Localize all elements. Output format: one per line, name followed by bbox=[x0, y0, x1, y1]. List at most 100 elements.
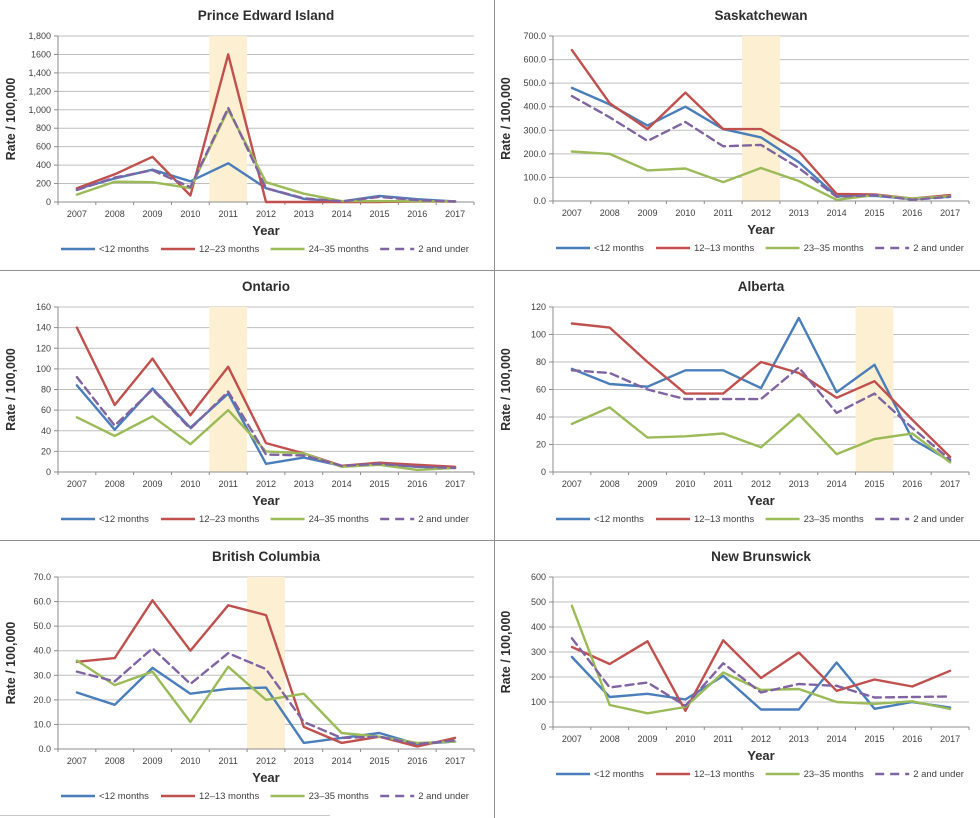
x-tick-label: 2010 bbox=[180, 756, 200, 766]
chart-panel-alberta: 0 20 40 60 80 100 120 2007 2008 2009 2010 2011 2012 2… bbox=[495, 271, 980, 541]
x-tick-label: 2010 bbox=[180, 479, 200, 489]
x-tick-label: 2008 bbox=[105, 756, 125, 766]
x-tick-label: 2007 bbox=[562, 479, 582, 489]
x-tick-label: 2010 bbox=[180, 209, 200, 219]
x-tick-label: 2007 bbox=[67, 756, 87, 766]
chart-british-columbia: 0.0 10.0 20.0 30.0 40.0 50.0 60.0 70.0 2007 2008 2… bbox=[4, 549, 475, 802]
y-tick-label: 500 bbox=[531, 597, 546, 607]
chart-prince-edward-island: 0 200 400 600 800 1,000 1,200 1,400 1600 1,800 200… bbox=[4, 8, 475, 255]
legend-label: 23–35 months bbox=[804, 243, 864, 254]
x-tick-label: 2009 bbox=[638, 208, 658, 218]
x-tick-label: 2009 bbox=[638, 734, 658, 744]
x-tick-label: 2010 bbox=[675, 734, 695, 744]
y-tick-label: 200 bbox=[531, 672, 546, 682]
highlight-band bbox=[209, 307, 248, 472]
chart-title: British Columbia bbox=[212, 549, 320, 564]
y-tick-label: 30.0 bbox=[33, 670, 51, 680]
y-tick-label: 600.0 bbox=[523, 55, 546, 65]
y-axis-label: Rate / 100,000 bbox=[4, 622, 18, 705]
x-axis-label: Year bbox=[252, 770, 279, 785]
legend-label: 2 and under bbox=[418, 791, 469, 802]
y-axis-label: Rate / 100,000 bbox=[499, 611, 513, 694]
chart-saskatchewan: 0.0 100.0 200.0 300.0 400.0 500.0 600.0 700.0 20… bbox=[499, 8, 970, 254]
x-tick-label: 2016 bbox=[902, 479, 922, 489]
legend-label: <12 months bbox=[594, 769, 644, 780]
chart-ontario: 0 20 40 60 80 100 120 140 160 2007 2008 2009 2010 201… bbox=[4, 279, 475, 525]
x-tick-label: 2013 bbox=[789, 479, 809, 489]
highlight-band bbox=[247, 577, 285, 749]
x-tick-label: 2011 bbox=[219, 479, 238, 489]
x-tick-label: 2016 bbox=[902, 208, 922, 218]
chart-title: Saskatchewan bbox=[714, 8, 807, 23]
legend-label: <12 months bbox=[99, 244, 149, 255]
y-tick-label: 200 bbox=[36, 179, 51, 189]
chart-title: Prince Edward Island bbox=[198, 8, 335, 23]
x-tick-label: 2011 bbox=[219, 756, 238, 766]
y-tick-label: 60.0 bbox=[33, 597, 51, 607]
y-tick-label: 1,800 bbox=[28, 31, 51, 41]
y-tick-label: 70.0 bbox=[33, 572, 51, 582]
y-tick-label: 200.0 bbox=[523, 149, 546, 159]
x-tick-label: 2014 bbox=[332, 209, 352, 219]
legend-label: 23–35 months bbox=[309, 791, 369, 802]
x-tick-label: 2008 bbox=[600, 208, 620, 218]
y-tick-label: 0.0 bbox=[533, 196, 546, 206]
legend-label: 12–23 months bbox=[199, 514, 259, 525]
x-tick-label: 2013 bbox=[294, 479, 314, 489]
y-tick-label: 1,000 bbox=[28, 105, 51, 115]
series-line-purple bbox=[570, 94, 952, 202]
panel-divider-row1 bbox=[0, 270, 980, 271]
chart-title: New Brunswick bbox=[711, 549, 811, 564]
chart-new-brunswick: 0 100 200 300 400 500 600 2007 2008 2009 2010 2011 2… bbox=[499, 549, 970, 780]
legend-label: 12–13 months bbox=[694, 243, 754, 254]
x-tick-label: 2008 bbox=[105, 209, 125, 219]
x-tick-label: 2007 bbox=[562, 208, 582, 218]
x-tick-label: 2015 bbox=[864, 208, 884, 218]
y-tick-label: 40.0 bbox=[33, 646, 51, 656]
series-line-purple bbox=[75, 106, 457, 203]
series-line-green bbox=[75, 659, 457, 745]
page-bottom-rule bbox=[0, 815, 330, 816]
series-line-red bbox=[570, 322, 952, 459]
y-tick-label: 120 bbox=[531, 302, 546, 312]
x-tick-label: 2009 bbox=[143, 756, 163, 766]
legend-label: <12 months bbox=[594, 243, 644, 254]
series-line-blue bbox=[75, 666, 457, 746]
chart-alberta: 0 20 40 60 80 100 120 2007 2008 2009 2010 2011 2012 2… bbox=[499, 279, 970, 525]
legend-label: 2 and under bbox=[913, 514, 964, 525]
series-line-blue bbox=[570, 316, 952, 463]
chart-panel-ontario: 0 20 40 60 80 100 120 140 160 2007 2008 2009 2010 201… bbox=[0, 271, 495, 541]
y-tick-label: 160 bbox=[36, 302, 51, 312]
legend-label: <12 months bbox=[99, 514, 149, 525]
y-tick-label: 100 bbox=[531, 697, 546, 707]
y-axis-label: Rate / 100,000 bbox=[499, 77, 513, 160]
legend-label: <12 months bbox=[99, 791, 149, 802]
x-tick-label: 2008 bbox=[600, 479, 620, 489]
x-tick-label: 2016 bbox=[407, 479, 427, 489]
x-tick-label: 2012 bbox=[751, 208, 771, 218]
y-tick-label: 20 bbox=[41, 446, 51, 456]
x-tick-label: 2008 bbox=[105, 479, 125, 489]
legend-label: 23–35 months bbox=[804, 769, 864, 780]
y-axis-label: Rate / 100,000 bbox=[4, 78, 18, 161]
series-line-green bbox=[75, 108, 457, 203]
x-tick-label: 2007 bbox=[562, 734, 582, 744]
chart-title: Alberta bbox=[738, 279, 785, 294]
x-tick-label: 2009 bbox=[143, 209, 163, 219]
series-line-purple bbox=[75, 647, 457, 746]
x-tick-label: 2017 bbox=[940, 734, 960, 744]
y-tick-label: 60 bbox=[536, 385, 546, 395]
x-tick-label: 2014 bbox=[827, 734, 847, 744]
x-tick-label: 2012 bbox=[256, 479, 276, 489]
x-tick-label: 2009 bbox=[638, 479, 658, 489]
x-axis-label: Year bbox=[747, 222, 774, 237]
x-tick-label: 2017 bbox=[445, 756, 465, 766]
highlight-band bbox=[209, 36, 248, 202]
legend-label: <12 months bbox=[594, 514, 644, 525]
y-axis-label: Rate / 100,000 bbox=[4, 348, 18, 431]
y-tick-label: 100 bbox=[531, 330, 546, 340]
series-line-purple bbox=[570, 637, 952, 708]
y-axis-label: Rate / 100,000 bbox=[499, 348, 513, 431]
x-tick-label: 2015 bbox=[369, 209, 389, 219]
chart-panel-prince-edward-island: 0 200 400 600 800 1,000 1,200 1,400 1600 1,800 200… bbox=[0, 0, 495, 271]
